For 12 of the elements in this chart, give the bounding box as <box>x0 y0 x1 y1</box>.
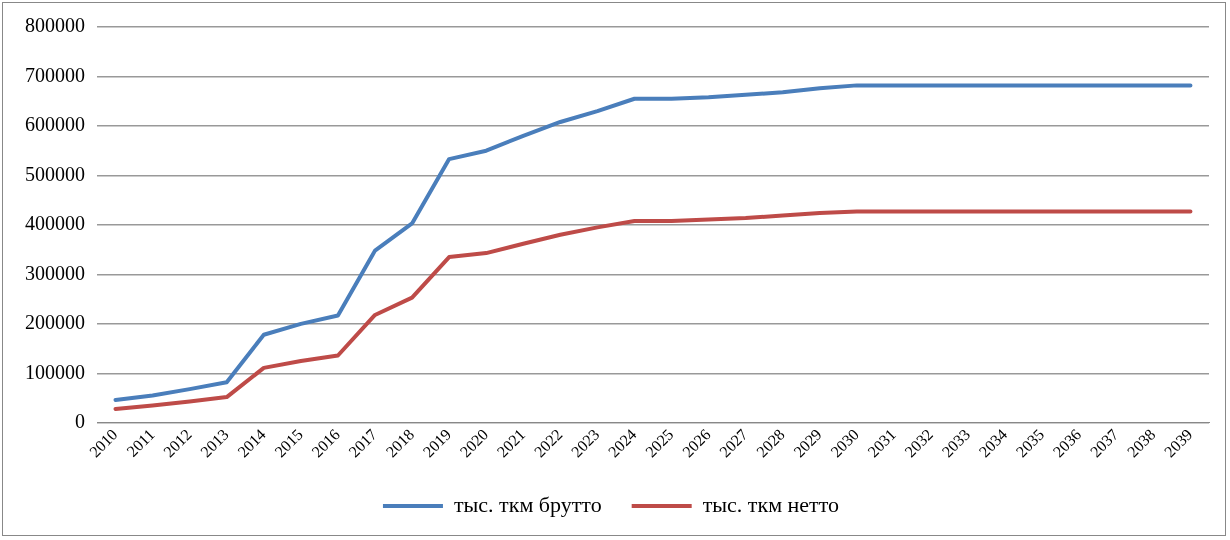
y-tick-label: 400000 <box>25 212 85 235</box>
y-tick-label: 100000 <box>25 360 85 383</box>
y-tick-label: 700000 <box>25 63 85 86</box>
legend-label: тыс. ткм брутто <box>453 491 602 517</box>
y-tick-label: 300000 <box>25 261 85 284</box>
x-tick-label: 2011 <box>123 425 158 460</box>
y-tick-label: 200000 <box>25 311 85 334</box>
y-tick-label: 500000 <box>25 162 85 185</box>
y-tick-label: 0 <box>75 410 85 433</box>
legend-label: тыс. ткм нетто <box>702 491 840 517</box>
y-tick-label: 600000 <box>25 113 85 136</box>
y-tick-label: 800000 <box>25 14 85 37</box>
